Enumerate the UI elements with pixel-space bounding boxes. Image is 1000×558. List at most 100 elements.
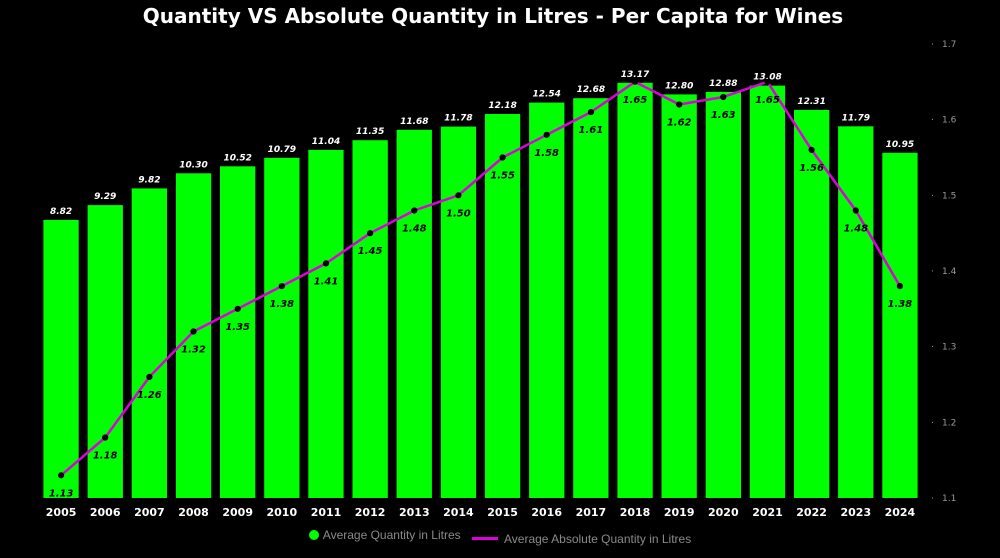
bar-2017[interactable] (573, 98, 609, 498)
y-right-tick-mark: · (931, 40, 934, 50)
x-tick-label: 2021 (752, 506, 783, 519)
line-value-label: 1.35 (225, 322, 250, 333)
line-value-label: 1.26 (137, 390, 162, 401)
line-point-2007[interactable] (146, 373, 153, 380)
x-tick-label: 2019 (664, 506, 695, 519)
legend-bar-swatch (308, 530, 319, 540)
bar-2013[interactable] (396, 129, 432, 499)
point-labels-layer: 1.13 1.18 1.26 1.32 1.35 1.38 1.41 1.45 1.48 1.50… (49, 95, 913, 499)
line-value-label: 1.63 (711, 110, 736, 121)
bar-2007[interactable] (131, 188, 167, 498)
line-point-2005[interactable] (58, 472, 65, 479)
line-value-label: 1.65 (623, 95, 648, 106)
bar-2024[interactable] (882, 152, 918, 499)
bars-layer (43, 82, 918, 499)
x-tick-label: 2017 (576, 506, 607, 519)
line-point-2024[interactable] (896, 283, 904, 290)
bar-2019[interactable] (661, 94, 697, 499)
line-value-label: 1.18 (93, 451, 118, 462)
y-axis-right: 1.1 · 1.2 · 1.3 · 1.4 · 1.5 · 1.6 · 1.7 · (931, 40, 957, 504)
bar-2010[interactable] (264, 157, 300, 499)
bar-2005[interactable] (43, 219, 79, 498)
bar-value-label: 12.54 (532, 90, 560, 100)
bar-2016[interactable] (529, 102, 565, 498)
y-right-tick-mark: · (931, 418, 934, 428)
bar-2009[interactable] (220, 166, 256, 499)
line-point-2011[interactable] (322, 260, 330, 267)
bar-2014[interactable] (440, 126, 477, 498)
line-value-label: 1.50 (446, 208, 471, 219)
bar-2023[interactable] (838, 126, 874, 499)
legend-bar-label: Average Quantity in Litres (322, 528, 461, 542)
line-point-2021[interactable] (764, 78, 771, 85)
line-value-label: 1.62 (667, 118, 692, 129)
bar-value-label: 10.79 (268, 145, 296, 155)
legend-line-label: Average Absolute Quantity in Litres (503, 531, 692, 546)
line-value-label: 1.61 (579, 125, 604, 136)
y-right-tick-label: 1.4 (942, 267, 957, 277)
y-right-tick-mark: · (931, 116, 934, 126)
line-point-2022[interactable] (808, 146, 815, 153)
line-point-2017[interactable] (587, 109, 595, 116)
bar-2012[interactable] (352, 140, 388, 498)
bar-value-label: 10.52 (223, 153, 251, 163)
line-value-label: 1.48 (843, 224, 868, 235)
line-layer (58, 78, 904, 479)
y-right-tick-mark: · (931, 494, 934, 504)
line-point-2018[interactable] (631, 78, 639, 85)
bar-value-label: 9.29 (94, 192, 116, 202)
y-right-tick-mark: · (931, 191, 934, 201)
y-right-tick-label: 1.3 (942, 343, 956, 353)
line-point-2006[interactable] (102, 434, 109, 441)
x-tick-label: 2013 (399, 506, 430, 519)
x-tick-label: 2024 (885, 506, 916, 519)
bar-labels-layer: 8.82 9.29 9.82 10.30 10.52 10.79 11.04 11.35 11.… (50, 70, 914, 217)
bar-2015[interactable] (484, 114, 521, 498)
line-point-2009[interactable] (234, 305, 241, 312)
bar-value-label: 12.31 (797, 97, 825, 107)
x-tick-label: 2009 (222, 506, 253, 519)
y-right-tick-mark: · (931, 343, 934, 353)
x-tick-label: 2018 (620, 506, 651, 519)
bar-value-label: 10.95 (886, 140, 914, 150)
bar-2008[interactable] (175, 173, 212, 499)
line-series-absolute-quantity (60, 80, 901, 477)
bar-2020[interactable] (705, 91, 741, 499)
line-point-2008[interactable] (190, 328, 197, 335)
x-axis: 2005 2006 2007 2008 2009 2010 2011 2012 2013 2014… (46, 506, 916, 519)
x-tick-label: 2011 (311, 506, 342, 519)
line-point-2014[interactable] (455, 192, 462, 199)
x-tick-label: 2014 (443, 506, 474, 519)
line-point-2023[interactable] (852, 207, 859, 214)
y-right-tick-label: 1.5 (942, 191, 956, 201)
line-point-2013[interactable] (411, 207, 418, 214)
line-value-label: 1.41 (314, 276, 339, 287)
y-right-tick-mark: · (931, 267, 934, 277)
legend-line-swatch (471, 537, 498, 540)
line-point-2015[interactable] (499, 154, 506, 161)
line-value-label: 1.38 (888, 299, 913, 310)
bar-2018[interactable] (617, 82, 653, 499)
line-point-2010[interactable] (278, 283, 285, 290)
line-value-label: 1.45 (358, 246, 383, 257)
x-tick-label: 2006 (90, 506, 121, 519)
bar-2011[interactable] (308, 149, 344, 498)
line-point-2016[interactable] (543, 131, 550, 138)
y-right-tick-label: 1.7 (942, 40, 956, 50)
legend-item-bars[interactable]: Average Quantity in Litres (308, 528, 461, 542)
x-tick-label: 2010 (266, 506, 297, 519)
x-tick-label: 2016 (531, 506, 562, 519)
bar-value-label: 11.04 (312, 137, 340, 147)
bar-2021[interactable] (749, 85, 786, 498)
line-point-2012[interactable] (367, 230, 374, 237)
line-value-label: 1.58 (534, 148, 559, 159)
bar-value-label: 13.08 (753, 73, 781, 83)
bar-value-label: 10.30 (179, 160, 207, 170)
bar-2022[interactable] (794, 109, 830, 499)
line-point-2019[interactable] (676, 101, 683, 108)
bar-value-label: 13.17 (621, 70, 650, 80)
line-point-2020[interactable] (720, 93, 727, 101)
legend-item-line[interactable]: Average Absolute Quantity in Litres (471, 531, 692, 546)
line-value-label: 1.55 (490, 171, 515, 182)
